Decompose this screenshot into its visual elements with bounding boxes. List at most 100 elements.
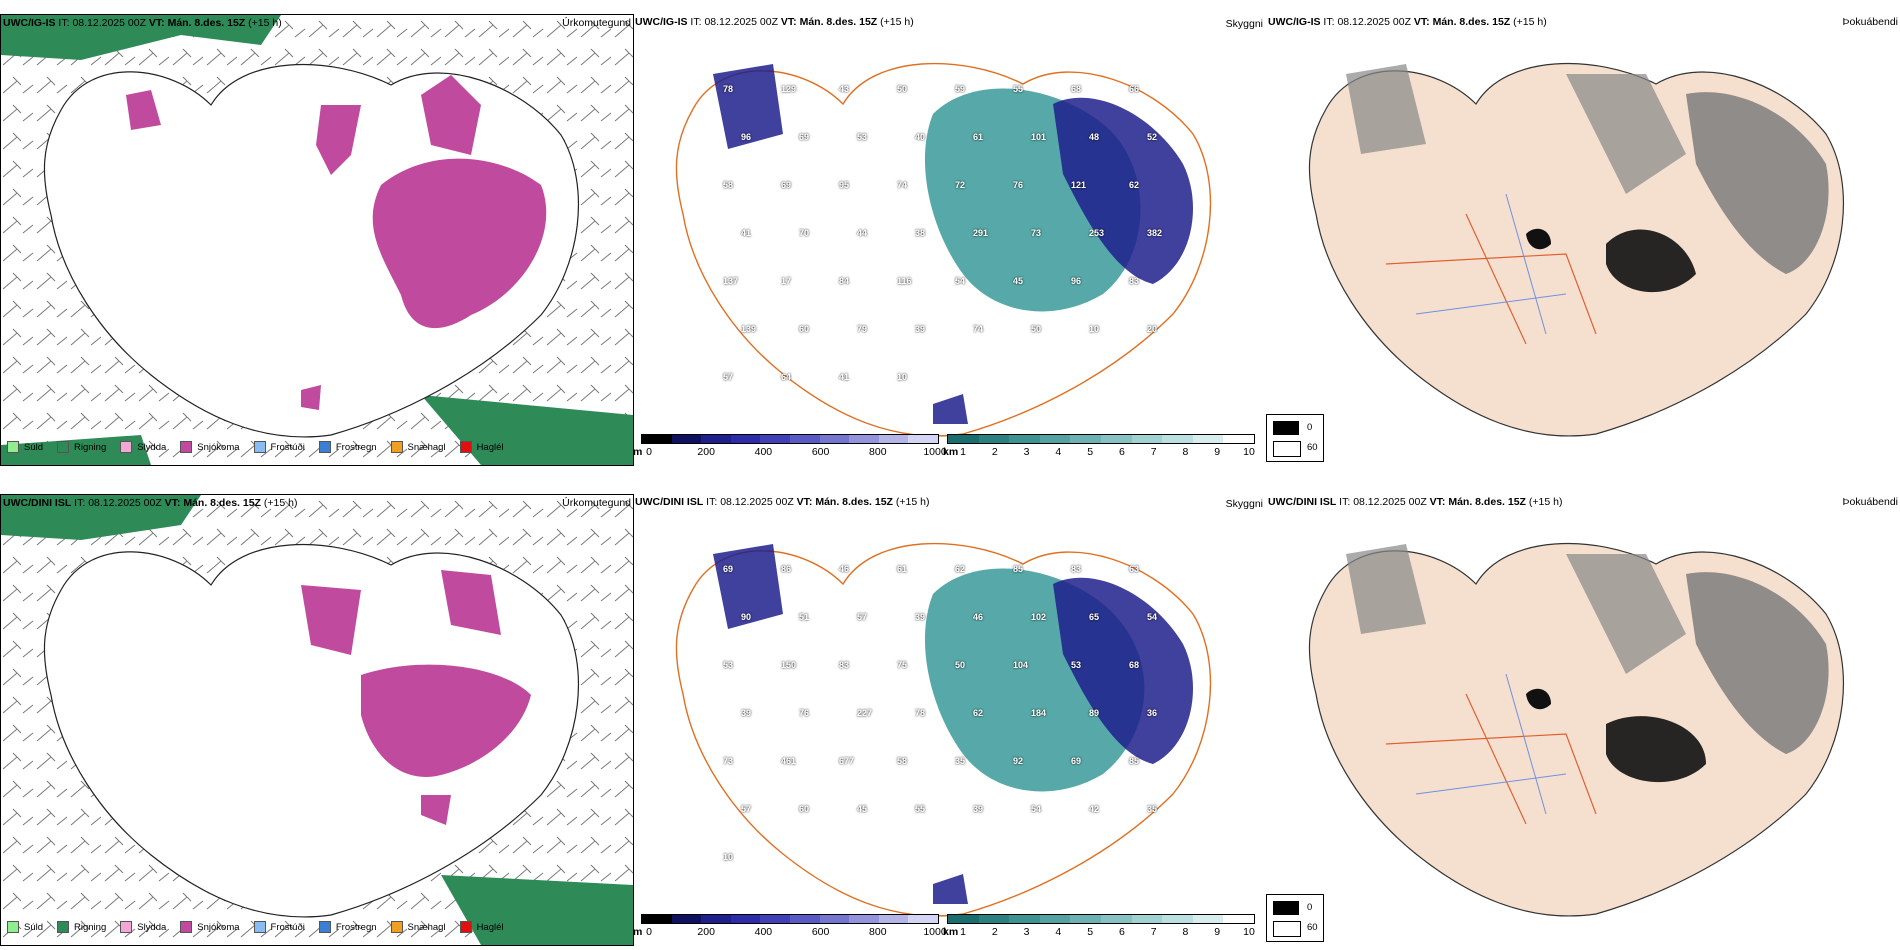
legend-swatch [390,441,403,453]
colorbar-tick: 0 [646,926,652,938]
colorbar-segment [978,435,1010,443]
visibility-peak-value: 61 [973,132,984,142]
visibility-unit: km [943,446,959,458]
visibility-map [675,62,1212,437]
precip-type-label: Úrkomutegund [562,497,631,509]
visibility-peak-value: 76 [1013,180,1024,190]
legend-label: Slydda [137,921,167,933]
legend-swatch [390,921,403,933]
legend-swatch [180,921,193,933]
colorbar-segment [878,435,909,443]
visibility-peak-value: 104 [1013,660,1029,670]
legend-swatch [459,921,472,933]
visibility-peak-value: 35 [955,756,966,766]
visibility-peak-value: 83 [1071,564,1082,574]
legend-label: Súld [24,441,44,453]
colorbar-tick: 1 [960,926,966,938]
legend-swatch [120,441,133,453]
precip-type-label: Úrkomutegund [562,17,631,29]
visibility-peak-value: 92 [1013,756,1024,766]
visibility-peak-value: 45 [1013,276,1024,286]
visibility-peak-value: 45 [857,804,868,814]
colorbar-segment [760,435,790,443]
colorbar-segment [1223,915,1254,923]
visibility-peak-value: 54 [1147,612,1158,622]
visibility-peak-value: 75 [897,660,908,670]
fog-white-value: 60 [1307,442,1318,453]
legend-label: Rigning [74,921,107,933]
visibility-peak-value: 74 [897,180,908,190]
visibility-peak-value: 79 [857,324,868,334]
precip-legend-item: Slydda [120,441,166,453]
visibility-peak-value: 46 [839,564,850,574]
colorbar-segment [760,915,790,923]
visibility-peak-value: 84 [839,276,850,286]
precip-legend-item: Snæhagl [390,441,446,453]
legend-label: Frostregn [335,921,377,933]
colorbar-segment [1192,915,1224,923]
visibility-peak-value: 39 [973,804,984,814]
visibility-peak-value: 83 [839,660,850,670]
visibility-peak-value: 253 [1089,228,1105,238]
elevation-unit: m [633,446,643,458]
visibility-peak-value: 53 [857,132,868,142]
colorbar-tick: 800 [869,926,887,938]
precip-legend-item: Snæhagl [390,921,446,933]
colorbar-segment [1100,915,1132,923]
colorbar-tick: 0 [646,446,652,458]
legend-label: Snjókoma [197,441,240,453]
legend-label: Snæhagl [407,921,446,933]
visibility-peak-value: 54 [955,276,966,286]
colorbar-segment [948,435,979,443]
colorbar-tick: 1000 [923,926,947,938]
visibility-peak-value: 95 [839,180,850,190]
visibility-peak-value: 184 [1031,708,1047,718]
legend-swatch [459,441,472,453]
colorbar-segment [642,435,672,443]
colorbar-tick: 3 [1023,926,1030,938]
colorbar-tick: 6 [1118,926,1125,938]
panel-title: UWC/DINI ISL IT: 08.12.2025 00Z VT: Mán.… [3,497,298,509]
visibility-peak-value: 55 [1013,84,1024,94]
visibility-peak-value: 62 [973,708,984,718]
fog-legend: 0 60 [1266,894,1324,942]
colorbar-segment [730,915,761,923]
visibility-peak-value: 48 [1089,132,1100,142]
precip-legend: Súld Rigning Slydda Snjókoma Frostúði Frostre… [7,441,504,453]
colorbar-segment [1039,435,1071,443]
colorbar-segment [1131,435,1163,443]
visibility-peak-value: 73 [723,756,734,766]
elevation-colorbar [641,914,939,924]
colorbar-tick: 9 [1214,446,1221,458]
colorbar-segment [1192,435,1224,443]
visibility-peak-value: 227 [857,708,873,718]
visibility-peak-value: 150 [781,660,797,670]
colorbar-tick: 2 [991,926,998,938]
colorbar-segment [1009,435,1040,443]
colorbar-segment [1070,915,1101,923]
visibility-peak-value: 96 [741,132,752,142]
visibility-unit: km [943,926,959,938]
visibility-peak-value: 35 [1147,804,1158,814]
visibility-peak-value: 85 [1013,564,1024,574]
legend-label: Súld [24,921,44,933]
legend-swatch [318,921,331,933]
visibility-peak-value: 42 [1089,804,1100,814]
visibility-peak-value: 116 [897,276,912,286]
visibility-peak-value: 63 [1129,564,1140,574]
precip-legend-item: Súld [7,441,43,453]
visibility-peak-value: 96 [1071,276,1082,286]
visibility-peak-value: 57 [857,612,868,622]
visibility-peak-value: 69 [781,180,792,190]
visibility-peak-value: 60 [799,324,810,334]
colorbar-segment [908,435,938,443]
visibility-peak-value: 58 [723,180,734,190]
visibility-peak-value: 74 [973,324,984,334]
visibility-peak-value: 62 [955,564,966,574]
colorbar-tick: 800 [869,446,887,458]
colorbar-tick: 200 [697,446,715,458]
legend-label: Frostúði [270,921,305,933]
visibility-peak-value: 76 [799,708,810,718]
precip-legend-item: Rigning [57,441,106,453]
precip-map [1,15,633,465]
